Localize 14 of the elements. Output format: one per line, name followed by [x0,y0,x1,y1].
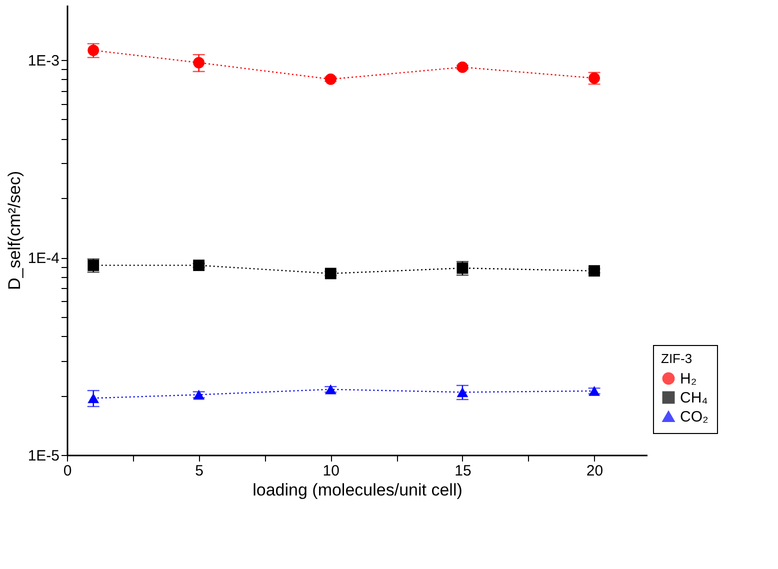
legend-label: CH₄ [680,390,708,406]
legend-label: H₂ [680,370,697,388]
x-tick-label: 5 [195,462,204,480]
y-tick-label: 1E-4 [28,250,60,268]
y-axis-title: D_self(cm²/sec) [4,170,24,290]
x-tick-label: 20 [586,462,604,480]
y-tick-label: 1E-3 [28,52,60,70]
x-tick-label: 15 [454,462,472,480]
x-tick-label: 0 [63,462,72,480]
x-tick-label: 10 [322,462,340,480]
legend-label: CO₂ [680,408,708,426]
y-tick-label: 1E-5 [28,448,60,464]
x-axis-title: loading (molecules/unit cell) [252,480,462,500]
legend-title: ZIF-3 [661,351,692,366]
